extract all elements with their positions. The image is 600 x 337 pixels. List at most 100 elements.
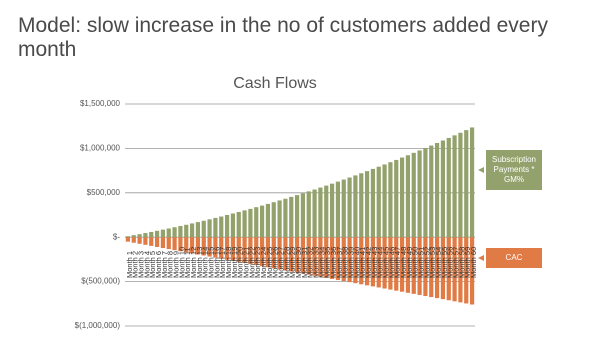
x-tick-label: Month 24 (259, 247, 268, 278)
y-tick-label: $1,000,000 (80, 144, 121, 153)
bar (458, 132, 463, 238)
y-tick-label: $(1,000,000) (75, 321, 121, 330)
x-tick-label: Month 32 (306, 247, 315, 278)
x-tick-label: Month 49 (405, 247, 414, 278)
bar (353, 175, 358, 238)
bar (335, 181, 341, 238)
y-tick-label: $1,500,000 (80, 99, 121, 108)
bar (149, 231, 154, 238)
bar (160, 237, 166, 249)
bar (184, 237, 189, 253)
x-tick-label: Month 17 (218, 247, 227, 278)
bar (143, 233, 148, 238)
bar (434, 237, 440, 299)
bar (440, 140, 446, 238)
x-tick-label: Month 15 (207, 247, 216, 278)
x-tick-label: Month 52 (422, 247, 431, 278)
bar (382, 237, 387, 289)
bar (411, 152, 416, 238)
x-tick-label: Month 11 (183, 247, 192, 278)
bar (166, 228, 171, 238)
x-tick-label: Month 57 (452, 247, 461, 278)
x-tick-label: Month 28 (282, 247, 291, 278)
bar (236, 211, 241, 238)
bar (318, 187, 323, 238)
bar (271, 237, 276, 269)
bar (277, 237, 282, 270)
bar (341, 179, 346, 238)
x-tick-label: Month 60 (469, 247, 478, 278)
bar (312, 237, 317, 276)
bar (131, 235, 136, 238)
bar (423, 237, 428, 296)
bar (388, 237, 393, 290)
bar (388, 162, 393, 238)
bar (149, 237, 154, 246)
bar (201, 220, 206, 238)
bar (440, 237, 446, 300)
bar (213, 217, 218, 238)
bar (452, 135, 457, 238)
bar (429, 237, 434, 298)
legend-pointer (478, 167, 484, 173)
bar (394, 237, 399, 291)
bar (405, 155, 411, 238)
x-tick-label: Month 31 (300, 247, 309, 278)
bar (446, 137, 451, 238)
bar (195, 222, 201, 238)
bar (347, 177, 352, 238)
bar (184, 224, 189, 238)
x-tick-label: Month 47 (393, 247, 402, 278)
bar (347, 237, 352, 283)
bar (289, 196, 294, 238)
bar (131, 237, 136, 243)
bar (429, 145, 434, 238)
bar (359, 237, 364, 285)
bar (382, 164, 387, 238)
bar (143, 237, 148, 245)
bar (417, 150, 422, 238)
bar (166, 237, 171, 250)
bar (341, 237, 346, 282)
bar (329, 237, 335, 279)
x-tick-label: Month 48 (399, 247, 408, 278)
x-tick-label: Month 13 (195, 247, 204, 278)
bar (172, 227, 177, 238)
bar (359, 173, 364, 238)
bar (236, 237, 241, 262)
bar (230, 237, 236, 261)
bar (411, 237, 416, 294)
bar (172, 237, 177, 251)
x-tick-label: Month 18 (224, 247, 233, 278)
bar (458, 237, 463, 303)
bar (324, 237, 329, 278)
bar (265, 203, 271, 238)
bar (277, 200, 282, 238)
x-tick-label: Month 34 (317, 247, 326, 278)
bar (289, 237, 294, 272)
bar (464, 130, 469, 238)
x-tick-label: Month 10 (177, 247, 186, 278)
bar (434, 142, 440, 238)
x-tick-label: Month 46 (387, 247, 396, 278)
x-tick-label: Month 5 (148, 251, 157, 278)
x-tick-label: Month 20 (236, 247, 245, 278)
bar (189, 237, 195, 254)
x-tick-label: Month 1 (125, 251, 134, 278)
bar (335, 237, 341, 281)
bar (405, 237, 411, 293)
x-tick-label: Month 8 (166, 251, 175, 278)
bar (207, 237, 212, 257)
bar (248, 237, 253, 265)
x-tick-label: Month 4 (142, 251, 151, 278)
bar (248, 208, 253, 238)
bar (154, 230, 160, 238)
bar (452, 237, 457, 302)
bar (254, 237, 259, 266)
bar (201, 237, 206, 256)
y-tick-label: $(500,000) (81, 277, 120, 286)
bar (160, 229, 166, 238)
y-tick-label: $- (113, 232, 120, 241)
bar (469, 127, 475, 238)
